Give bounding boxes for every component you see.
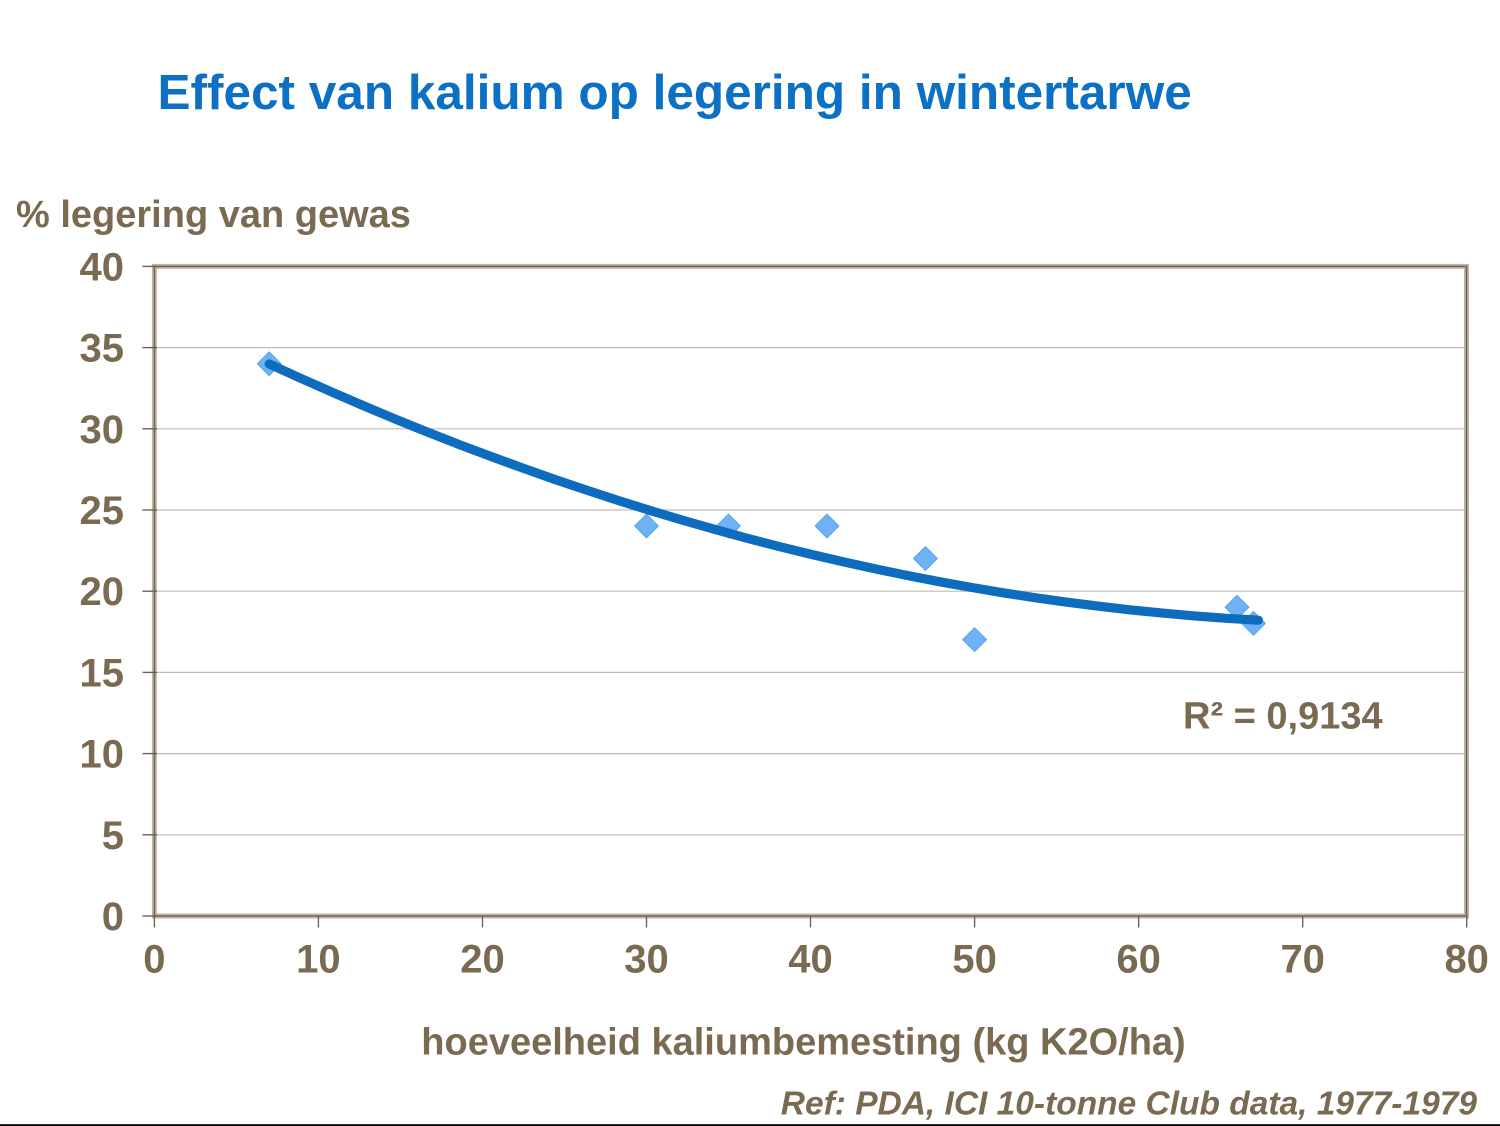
svg-text:5: 5 bbox=[102, 814, 124, 858]
svg-text:10: 10 bbox=[80, 733, 125, 777]
svg-text:0: 0 bbox=[143, 938, 165, 982]
svg-text:% legering van gewas: % legering van gewas bbox=[16, 194, 411, 236]
svg-text:10: 10 bbox=[296, 938, 341, 982]
svg-text:30: 30 bbox=[624, 938, 669, 982]
svg-text:35: 35 bbox=[80, 327, 125, 371]
svg-text:80: 80 bbox=[1444, 938, 1489, 982]
svg-text:0: 0 bbox=[102, 895, 124, 939]
svg-text:20: 20 bbox=[460, 938, 505, 982]
svg-text:15: 15 bbox=[80, 651, 125, 695]
svg-text:50: 50 bbox=[952, 938, 997, 982]
svg-text:20: 20 bbox=[80, 570, 125, 614]
svg-text:30: 30 bbox=[80, 408, 125, 452]
svg-text:25: 25 bbox=[80, 489, 125, 533]
svg-text:40: 40 bbox=[788, 938, 833, 982]
svg-text:hoeveelheid kaliumbemesting (k: hoeveelheid kaliumbemesting (kg K2O/ha) bbox=[421, 1022, 1185, 1064]
svg-text:60: 60 bbox=[1116, 938, 1161, 982]
svg-text:70: 70 bbox=[1280, 938, 1325, 982]
svg-text:40: 40 bbox=[80, 245, 125, 289]
svg-text:Effect van kalium op legering: Effect van kalium op legering in wintert… bbox=[158, 65, 1192, 120]
svg-text:R² = 0,9134: R² = 0,9134 bbox=[1183, 696, 1383, 738]
svg-text:Ref: PDA, ICI 10-tonne Club da: Ref: PDA, ICI 10-tonne Club data, 1977-1… bbox=[781, 1085, 1478, 1122]
